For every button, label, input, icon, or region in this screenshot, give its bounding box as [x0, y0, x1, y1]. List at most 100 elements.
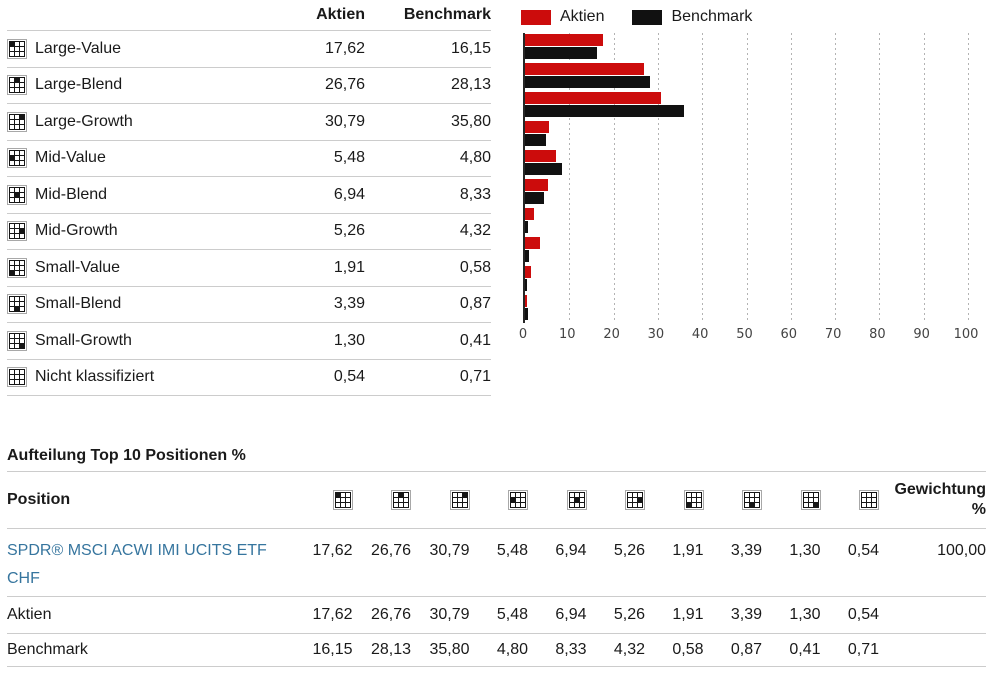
- position-value: 0,54: [847, 542, 879, 559]
- weight-header-line2: %: [971, 501, 986, 518]
- position-value: 0,87: [730, 641, 762, 658]
- position-value: 16,15: [312, 641, 353, 658]
- allocation-table-body: Large-Value 17,62 16,15 Large-Blend 26,76 28,…: [7, 31, 491, 396]
- legend-swatch-aktien: [521, 9, 551, 25]
- legend-label-benchmark: Benchmark: [671, 8, 753, 25]
- position-value: 4,80: [496, 641, 528, 658]
- x-axis-tick-label: 90: [913, 327, 930, 342]
- style-box-icon: [7, 330, 27, 351]
- allocation-row-label: Large-Blend: [35, 76, 123, 94]
- allocation-row-label: Large-Value: [35, 39, 121, 57]
- legend-item-aktien: Aktien: [521, 8, 604, 26]
- gridline: [923, 33, 925, 323]
- allocation-row-label: Mid-Growth: [35, 222, 118, 240]
- bar-benchmark: [525, 47, 597, 59]
- allocation-row: Small-Blend 3,39 0,87: [7, 287, 491, 323]
- x-axis-tick-label: 40: [691, 327, 709, 342]
- x-axis-tick-label: 50: [736, 327, 753, 342]
- allocation-row: Large-Value 17,62 16,15: [7, 31, 491, 68]
- benchmark-value: 4,32: [459, 222, 491, 240]
- x-axis: 0 10 20 30 40 50 60 70 80 90 100: [519, 327, 979, 343]
- position-value: 4,32: [613, 641, 645, 658]
- benchmark-value: 28,13: [450, 76, 491, 94]
- bar-benchmark: [525, 250, 529, 262]
- bar-aktien: [525, 295, 528, 307]
- x-axis-tick-label: 10: [559, 327, 576, 342]
- position-row: SPDR® MSCI ACWI IMI UCITS ETF CHF 17,62 26…: [7, 529, 986, 597]
- bar-aktien: [525, 92, 662, 104]
- allocation-table-header: Aktien Benchmark: [7, 0, 491, 31]
- style-box-icon: [566, 490, 587, 510]
- weight-value: 100,00: [937, 542, 986, 559]
- style-box-icon: [7, 294, 27, 315]
- position-value: 5,26: [613, 542, 645, 559]
- bar-aktien: [525, 237, 540, 249]
- benchmark-value: 0,87: [459, 295, 491, 313]
- bar-benchmark: [525, 192, 545, 204]
- positions-heading: Aufteilung Top 10 Positionen %: [7, 444, 986, 472]
- benchmark-value: 0,41: [459, 331, 491, 349]
- position-value: 8,33: [555, 641, 587, 658]
- allocation-row: Small-Value 1,91 0,58: [7, 250, 491, 287]
- position-column-icon: [645, 490, 704, 510]
- weight-header-line1: Gewichtung: [894, 481, 986, 498]
- position-value: 0,41: [789, 641, 821, 658]
- bar-benchmark: [525, 76, 650, 88]
- style-box-icon: [449, 490, 470, 510]
- position-value: 5,48: [496, 542, 528, 559]
- allocation-row: Large-Blend 26,76 28,13: [7, 68, 491, 104]
- positions-table-header: Position Gewichtung %: [7, 472, 986, 529]
- position-value: 3,39: [730, 542, 762, 559]
- position-value: 1,91: [672, 542, 704, 559]
- position-value: 17,62: [312, 606, 353, 623]
- position-column-icon: [353, 490, 411, 510]
- style-box-icon: [7, 221, 27, 242]
- position-value: 0,58: [672, 641, 704, 658]
- aktien-column-header: Aktien: [316, 6, 365, 23]
- style-box-icon: [7, 367, 27, 388]
- bar-aktien: [525, 121, 550, 133]
- aktien-value: 0,54: [333, 368, 365, 386]
- gridline: [790, 33, 792, 323]
- position-value: 26,76: [370, 542, 411, 559]
- aktien-value: 17,62: [324, 39, 365, 57]
- x-axis-tick-label: 100: [953, 327, 979, 342]
- position-column-icon: [587, 490, 645, 510]
- style-box-icon: [7, 111, 27, 132]
- weight-column-header: Gewichtung %: [879, 480, 986, 520]
- allocation-row: Mid-Growth 5,26 4,32: [7, 214, 491, 250]
- style-box-icon: [508, 490, 528, 510]
- chart-legend: Aktien Benchmark: [521, 8, 995, 26]
- position-value: 5,48: [496, 606, 528, 623]
- style-box-icon: [683, 490, 704, 510]
- style-box-icon: [332, 490, 353, 510]
- position-row: Aktien 17,62 26,76 30,79 5,48 6,94 5,26 1,91 3,3…: [7, 597, 986, 634]
- legend-item-benchmark: Benchmark: [632, 8, 752, 26]
- benchmark-value: 0,71: [459, 368, 491, 386]
- position-value: 30,79: [429, 542, 470, 559]
- style-box-icon: [625, 490, 645, 510]
- allocation-row-label: Nicht klassifiziert: [35, 368, 155, 386]
- allocation-table: Aktien Benchmark Large-Value 17,62 16,15 La…: [7, 0, 491, 396]
- gridline: [657, 33, 659, 323]
- style-box-icon: [7, 38, 27, 59]
- position-column-icon: [294, 490, 353, 510]
- x-axis-tick-label: 60: [780, 327, 798, 342]
- style-box-icon: [859, 490, 879, 510]
- bar-aktien: [525, 63, 644, 75]
- aktien-value: 1,30: [333, 331, 365, 349]
- position-value: 1,30: [789, 542, 821, 559]
- gridline: [968, 33, 969, 323]
- position-value: 35,80: [429, 641, 470, 658]
- bar-benchmark: [525, 308, 529, 320]
- bar-aktien: [525, 150, 556, 162]
- position-link[interactable]: SPDR® MSCI ACWI IMI UCITS ETF CHF: [7, 542, 267, 587]
- legend-label-aktien: Aktien: [560, 8, 605, 25]
- x-axis-tick-label: 30: [647, 327, 665, 342]
- positions-section: Aufteilung Top 10 Positionen % Position …: [7, 444, 986, 667]
- position-column-icon: [411, 490, 470, 510]
- style-box-icon: [800, 490, 821, 510]
- position-value: 1,91: [672, 606, 704, 623]
- aktien-value: 1,91: [333, 258, 365, 276]
- allocation-row-label: Mid-Value: [35, 149, 106, 167]
